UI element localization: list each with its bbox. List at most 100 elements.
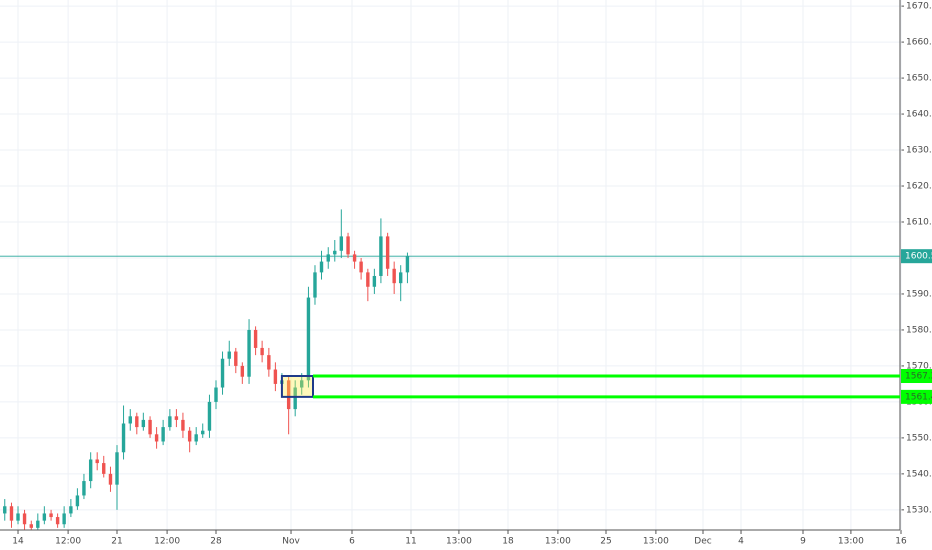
zone bbox=[280, 375, 315, 398]
y-tick-label: 1650.0 bbox=[906, 74, 932, 84]
y-tick-label: 1610.0 bbox=[906, 218, 932, 228]
x-tick-label: Dec bbox=[694, 537, 711, 547]
y-tick-label: 1620.0 bbox=[906, 182, 932, 192]
candle-body bbox=[148, 419, 152, 435]
candle-body bbox=[115, 452, 119, 485]
candle-body bbox=[22, 513, 27, 525]
candle-body bbox=[42, 513, 47, 521]
y-tick-label: 1570.0 bbox=[906, 361, 932, 371]
y-tick-label: 1540.0 bbox=[906, 469, 932, 479]
y-tick-label: 1590.0 bbox=[906, 289, 932, 299]
candle-body bbox=[16, 513, 20, 521]
candle-body bbox=[154, 434, 159, 442]
candle-body bbox=[121, 423, 126, 453]
level-label-box bbox=[901, 369, 932, 384]
candle-body bbox=[181, 419, 185, 431]
candle-body bbox=[352, 254, 357, 262]
candle-body bbox=[214, 387, 218, 402]
candle-body bbox=[29, 524, 33, 528]
candle-body bbox=[240, 365, 245, 377]
candle-body bbox=[95, 459, 99, 464]
level-label-box bbox=[901, 389, 932, 404]
candle-body bbox=[306, 297, 311, 381]
candle-body bbox=[135, 416, 139, 428]
x-tick-label: 12:00 bbox=[154, 537, 180, 547]
candle-body bbox=[286, 380, 291, 410]
candle-body bbox=[372, 275, 377, 287]
candle-body bbox=[267, 355, 271, 370]
candle-body bbox=[293, 387, 297, 410]
candle-body bbox=[366, 272, 370, 287]
level-label: 1567.2 bbox=[905, 372, 932, 382]
x-tick-label: 13:00 bbox=[545, 537, 571, 547]
x-tick-label: Nov bbox=[282, 537, 300, 547]
candle-body bbox=[128, 416, 132, 424]
last-price-label: 1600.5 bbox=[905, 252, 932, 262]
candle-body bbox=[319, 261, 324, 273]
candle-body bbox=[108, 473, 113, 485]
candle-body bbox=[313, 272, 317, 298]
candle-body bbox=[405, 256, 410, 273]
x-tick-label: 6 bbox=[349, 537, 355, 547]
x-tick-label: 16 bbox=[895, 537, 907, 547]
y-tick-label: 1640.0 bbox=[906, 110, 932, 120]
x-tick-label: 13:00 bbox=[446, 537, 472, 547]
candle-body bbox=[194, 434, 198, 442]
candle-body bbox=[379, 236, 383, 276]
candle-body bbox=[9, 506, 14, 521]
candle-body bbox=[253, 329, 258, 348]
y-tick-label: 1530.0 bbox=[906, 505, 932, 515]
candle-body bbox=[82, 481, 86, 496]
x-tick-label: 4 bbox=[738, 537, 744, 547]
candle-body bbox=[3, 506, 7, 514]
candle-body bbox=[234, 351, 238, 366]
candle-body bbox=[55, 517, 60, 525]
y-tick-label: 1660.0 bbox=[906, 38, 932, 48]
candle-body bbox=[187, 430, 192, 442]
candle-body bbox=[36, 520, 40, 528]
y-tick-label: 1580.0 bbox=[906, 325, 932, 335]
x-tick-label: 28 bbox=[210, 537, 222, 547]
candle-body bbox=[346, 236, 350, 255]
last-price-box bbox=[901, 249, 932, 264]
y-tick-label: 1670.0 bbox=[906, 2, 932, 12]
candle-body bbox=[102, 463, 106, 474]
candle-body bbox=[141, 419, 146, 428]
candle-body bbox=[326, 254, 330, 262]
x-tick-label: 25 bbox=[600, 537, 611, 547]
x-tick-label: 14 bbox=[12, 537, 24, 547]
x-tick-label: 21 bbox=[111, 537, 122, 547]
candle-body bbox=[339, 236, 344, 251]
candle-body bbox=[300, 380, 304, 388]
y-tick-label: 1630.0 bbox=[906, 146, 932, 156]
candle-body bbox=[247, 329, 251, 377]
x-tick-label: 9 bbox=[800, 537, 806, 547]
candle-body bbox=[333, 250, 337, 255]
x-tick-label: 12:00 bbox=[55, 537, 81, 547]
candle-body bbox=[201, 430, 205, 435]
y-tick-label: 1550.0 bbox=[906, 433, 932, 443]
candle-body bbox=[273, 369, 278, 384]
x-tick-label: 13:00 bbox=[643, 537, 669, 547]
x-tick-label: 13:00 bbox=[838, 537, 864, 547]
candle-body bbox=[88, 459, 93, 482]
candle-body bbox=[399, 272, 403, 284]
candle-body bbox=[75, 495, 80, 507]
candle-body bbox=[392, 268, 396, 284]
level-label: 1561.4 bbox=[905, 392, 932, 402]
candle-body bbox=[49, 513, 53, 518]
x-tick-label: 18 bbox=[502, 537, 514, 547]
candle-body bbox=[69, 506, 73, 514]
candle-body bbox=[359, 261, 363, 273]
x-tick-label: 11 bbox=[405, 537, 416, 547]
candle-body bbox=[62, 513, 66, 525]
candle-body bbox=[260, 347, 264, 356]
candle-body bbox=[227, 351, 231, 359]
candle-body bbox=[220, 358, 225, 388]
candle-body bbox=[168, 416, 172, 428]
candle-body bbox=[207, 401, 212, 431]
candle-body bbox=[385, 236, 390, 269]
candle-body bbox=[174, 416, 179, 420]
candle-body bbox=[161, 427, 165, 442]
